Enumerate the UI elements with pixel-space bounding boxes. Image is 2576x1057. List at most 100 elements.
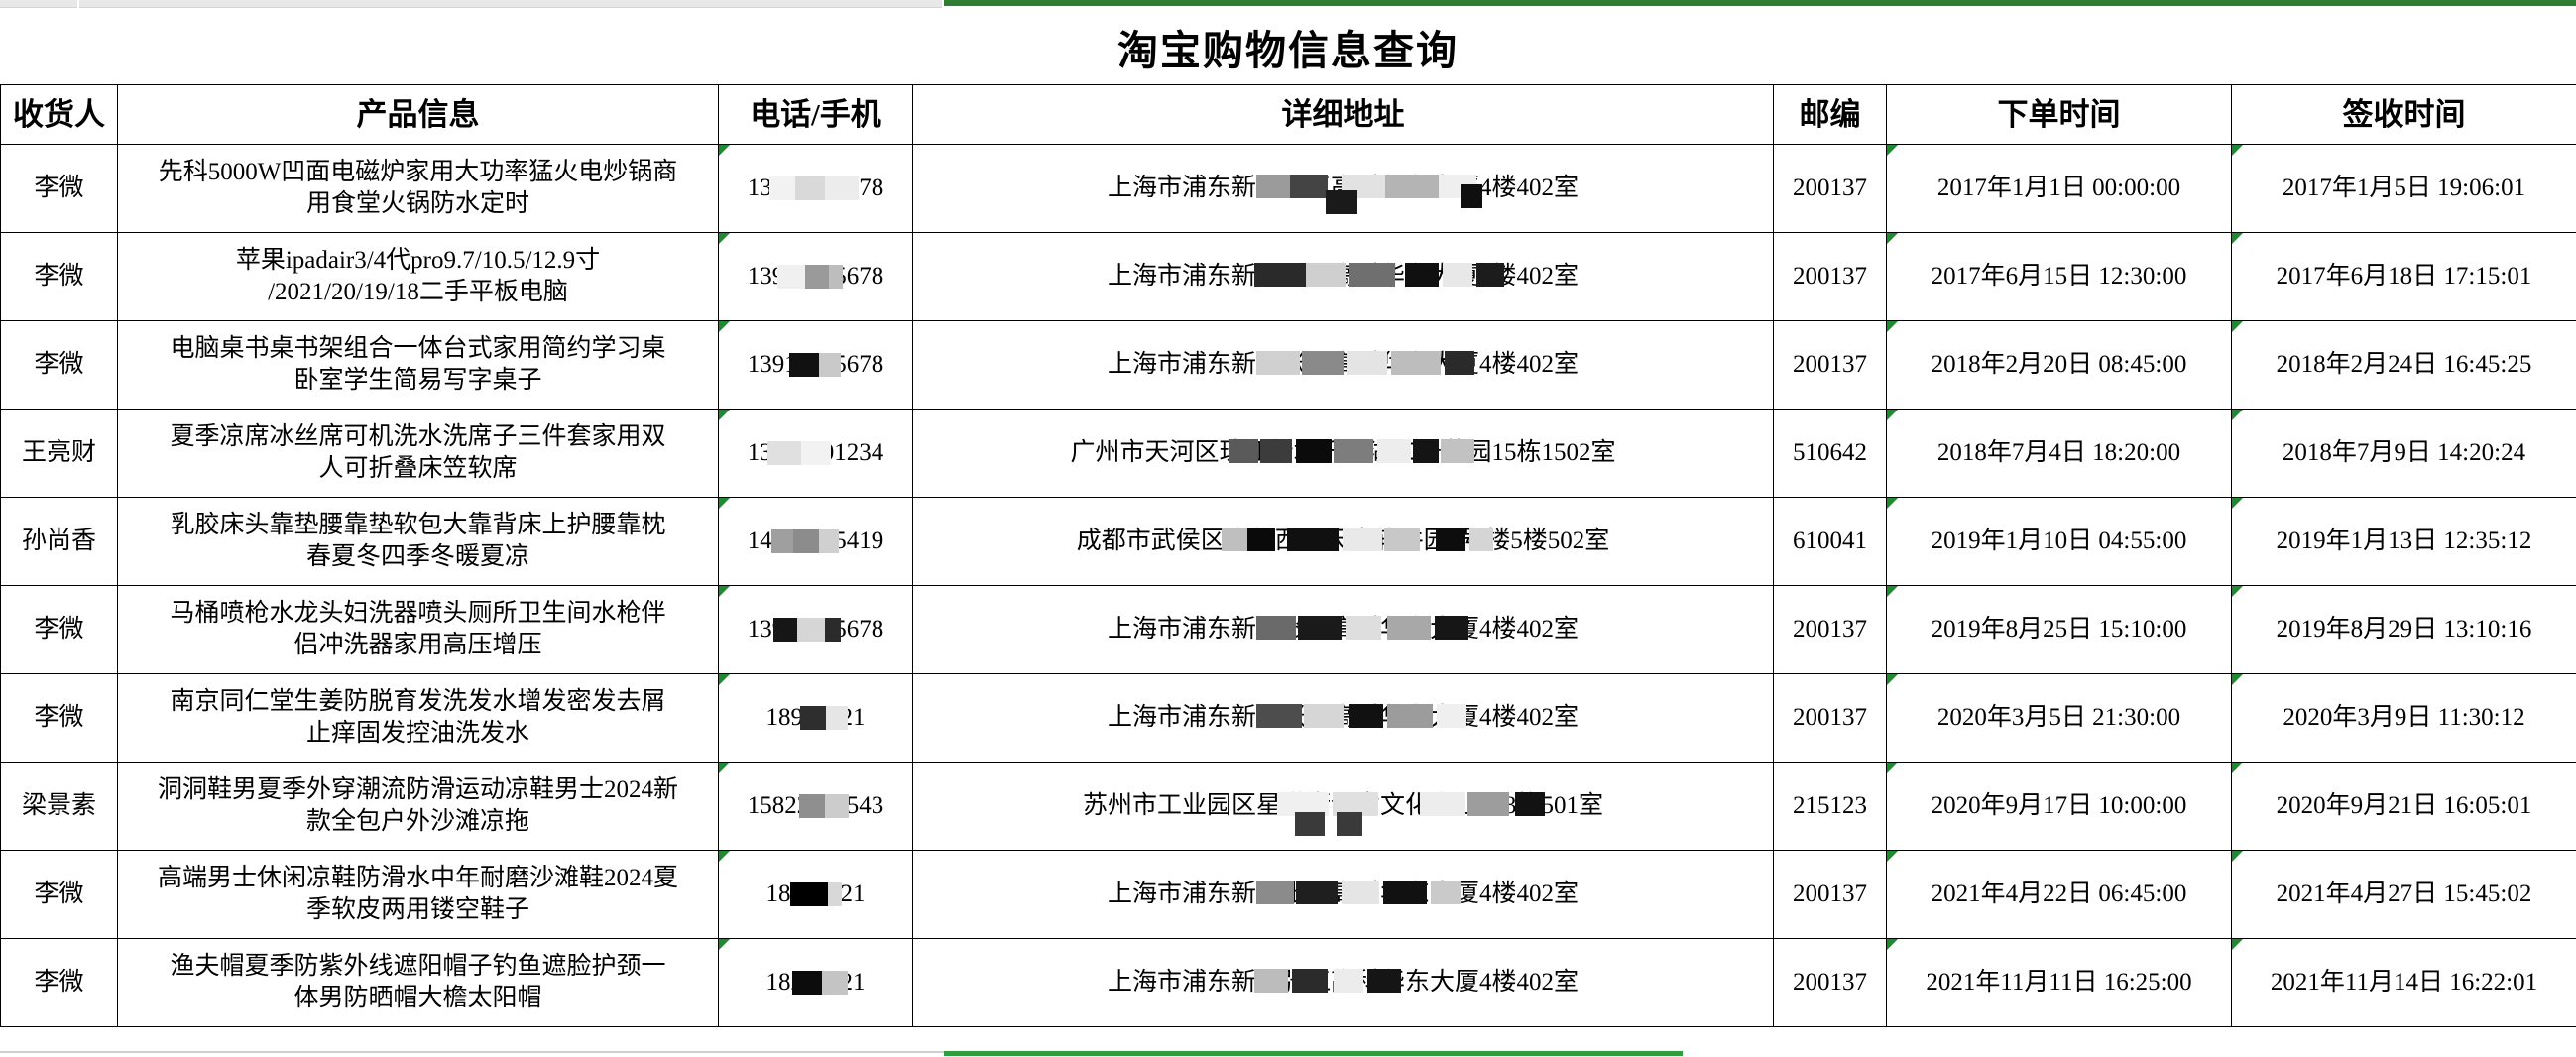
cell-zipcode[interactable]: 200137 xyxy=(1773,232,1887,321)
cell-phone[interactable]: 13912345678 xyxy=(718,320,913,410)
product-line-2: 体男防晒帽大檐太阳帽 xyxy=(293,985,542,1011)
cell-product-info[interactable]: 马桶喷枪水龙头妇洗器喷头厕所卫生间水枪伴 侣冲洗器家用高压增压 xyxy=(117,585,719,674)
cell-recipient-name[interactable]: 李微 xyxy=(0,673,118,763)
cell-phone[interactable]: 13800001234 xyxy=(718,409,913,498)
cell-receipt-time[interactable]: 2019年1月13日 12:35:12 xyxy=(2231,497,2576,586)
cell-product-info[interactable]: 苹果ipadair3/4代pro9.7/10.5/12.9寸/2021/20/1… xyxy=(117,232,719,321)
cell-recipient-name[interactable]: 李微 xyxy=(0,938,118,1027)
order-time-text: 2021年11月11日 16:25:00 xyxy=(1926,969,2192,996)
cell-receipt-time[interactable]: 2018年7月9日 14:20:24 xyxy=(2231,409,2576,498)
cell-recipient-name[interactable]: 王亮财 xyxy=(0,409,118,498)
cell-zipcode[interactable]: 200137 xyxy=(1773,144,1887,233)
product-line-2: /2021/20/19/18二手平板电脑 xyxy=(268,279,568,305)
column-header-order[interactable]: 下单时间 xyxy=(1886,84,2232,145)
cell-phone[interactable]: 13912345678 xyxy=(718,232,913,321)
cell-product-info[interactable]: 高端男士休闲凉鞋防滑水中年耐磨沙滩鞋2024夏 季软皮两用镂空鞋子 xyxy=(117,850,719,939)
cell-address[interactable]: 上海市浦东新区张江高科华东大厦4楼402室 xyxy=(912,850,1774,939)
cell-order-time[interactable]: 2018年2月20日 08:45:00 xyxy=(1886,320,2232,410)
cell-recipient-name[interactable]: 李微 xyxy=(0,850,118,939)
cell-recipient-name[interactable]: 李微 xyxy=(0,144,118,233)
cell-address[interactable]: 上海市浦东新区张江高科华东大厦4楼402室 xyxy=(912,673,1774,763)
column-header-address[interactable]: 详细地址 xyxy=(912,84,1774,145)
cell-order-time[interactable]: 2021年4月22日 06:45:00 xyxy=(1886,850,2232,939)
order-time-text: 2017年6月15日 12:30:00 xyxy=(1931,263,2187,290)
cell-receipt-time[interactable]: 2018年2月24日 16:45:25 xyxy=(2231,320,2576,410)
zipcode-text: 200137 xyxy=(1793,704,1867,731)
cell-zipcode[interactable]: 215123 xyxy=(1773,762,1887,851)
cell-zipcode[interactable]: 200137 xyxy=(1773,938,1887,1027)
phone-redacted: 13912345678 xyxy=(748,349,884,381)
cell-phone[interactable]: 13912345678 xyxy=(718,585,913,674)
cell-recipient-name[interactable]: 李微 xyxy=(0,232,118,321)
column-header-receipt[interactable]: 签收时间 xyxy=(2231,84,2576,145)
cell-address[interactable]: 广州市天河区珠江新城千灯湖二号花园15栋1502室 xyxy=(912,409,1774,498)
zipcode-text: 510642 xyxy=(1793,439,1867,466)
cell-order-time[interactable]: 2018年7月4日 18:20:00 xyxy=(1886,409,2232,498)
cell-phone[interactable]: 13912345678 xyxy=(718,144,913,233)
cell-order-time[interactable]: 2021年11月11日 16:25:00 xyxy=(1886,938,2232,1027)
cell-receipt-time[interactable]: 2017年1月5日 19:06:01 xyxy=(2231,144,2576,233)
cell-order-time[interactable]: 2019年8月25日 15:10:00 xyxy=(1886,585,2232,674)
cell-order-time[interactable]: 2020年9月17日 10:00:00 xyxy=(1886,762,2232,851)
cell-receipt-time[interactable]: 2019年8月29日 13:10:16 xyxy=(2231,585,2576,674)
cell-address[interactable]: 上海市浦东新区张江高科华东大厦4楼402室 xyxy=(912,585,1774,674)
cell-zipcode[interactable]: 200137 xyxy=(1773,673,1887,763)
cell-address[interactable]: 上海市浦东新区张江高科华东大厦4楼402室 xyxy=(912,320,1774,410)
cell-receipt-time[interactable]: 2017年6月18日 17:15:01 xyxy=(2231,232,2576,321)
cell-recipient-name[interactable]: 李微 xyxy=(0,585,118,674)
cell-phone[interactable]: 18254321 xyxy=(718,938,913,1027)
error-marker-icon xyxy=(719,763,730,773)
cell-product-info[interactable]: 南京同仁堂生姜防脱育发洗发水增发密发去屑 止痒固发控油洗发水 xyxy=(117,673,719,763)
cell-product-info[interactable]: 夏季凉席冰丝席可机洗水洗席子三件套家用双 人可折叠床笠软席 xyxy=(117,409,719,498)
cell-phone[interactable]: 15822334543 xyxy=(718,762,913,851)
cell-order-time[interactable]: 2019年1月10日 04:55:00 xyxy=(1886,497,2232,586)
cell-order-time[interactable]: 2017年6月15日 12:30:00 xyxy=(1886,232,2232,321)
cell-product-info[interactable]: 洞洞鞋男夏季外穿潮流防滑运动凉鞋男士2024新 款全包户外沙滩凉拖 xyxy=(117,762,719,851)
product-line-2: 卧室学生简易写字桌子 xyxy=(293,367,542,394)
cell-order-time[interactable]: 2020年3月5日 21:30:00 xyxy=(1886,673,2232,763)
cell-receipt-time[interactable]: 2021年4月27日 15:45:02 xyxy=(2231,850,2576,939)
cell-recipient-name[interactable]: 孙尚香 xyxy=(0,497,118,586)
cell-zipcode[interactable]: 510642 xyxy=(1773,409,1887,498)
recipient-name-text: 梁景素 xyxy=(21,792,96,819)
cell-receipt-time[interactable]: 2020年9月21日 16:05:01 xyxy=(2231,762,2576,851)
cell-product-info[interactable]: 先科5000W凹面电磁炉家用大功率猛火电炒锅商 用食堂火锅防水定时 xyxy=(117,144,719,233)
cell-address[interactable]: 苏州市工业园区星港街创意文化产业园3栋501室 xyxy=(912,762,1774,851)
receipt-time-text: 2017年6月18日 17:15:01 xyxy=(2276,263,2532,290)
cell-phone[interactable]: 18954321 xyxy=(718,673,913,763)
cell-product-info[interactable]: 渔夫帽夏季防紫外线遮阳帽子钓鱼遮脸护颈一 体男防晒帽大檐太阳帽 xyxy=(117,938,719,1027)
address-redacted: 上海市浦东新区张江高科华东大厦4楼402室 xyxy=(1108,879,1579,910)
cell-zipcode[interactable]: 610041 xyxy=(1773,497,1887,586)
frozen-pane-strip xyxy=(0,0,2576,9)
column-header-zip[interactable]: 邮编 xyxy=(1773,84,1887,145)
error-marker-icon xyxy=(2232,410,2243,420)
receipt-time-text: 2020年3月9日 11:30:12 xyxy=(2283,704,2525,731)
recipient-name-text: 李微 xyxy=(34,351,84,378)
column-header-name[interactable]: 收货人 xyxy=(0,84,118,145)
phone-redacted: 13912345678 xyxy=(748,173,884,204)
cell-phone[interactable]: 14700005419 xyxy=(718,497,913,586)
address-redacted: 上海市浦东新区张江高科华东大厦4楼402室 xyxy=(1108,261,1579,293)
cell-receipt-time[interactable]: 2021年11月14日 16:22:01 xyxy=(2231,938,2576,1027)
cell-address[interactable]: 上海市浦东新区张江高科华东大厦4楼402室 xyxy=(912,232,1774,321)
cell-recipient-name[interactable]: 梁景素 xyxy=(0,762,118,851)
selection-accent-top xyxy=(944,0,2576,6)
cell-recipient-name[interactable]: 李微 xyxy=(0,320,118,410)
column-header-product[interactable]: 产品信息 xyxy=(117,84,719,145)
cell-zipcode[interactable]: 200137 xyxy=(1773,585,1887,674)
column-header-artifact-a xyxy=(0,0,77,8)
phone-redacted: 14700005419 xyxy=(748,526,884,557)
cell-product-info[interactable]: 乳胶床头靠垫腰靠垫软包大靠背床上护腰靠枕 春夏冬四季冬暖夏凉 xyxy=(117,497,719,586)
cell-zipcode[interactable]: 200137 xyxy=(1773,850,1887,939)
cell-order-time[interactable]: 2017年1月1日 00:00:00 xyxy=(1886,144,2232,233)
cell-address[interactable]: 成都市武侯区高新西区天府软件园3号楼5楼502室 xyxy=(912,497,1774,586)
cell-phone[interactable]: 18054321 xyxy=(718,850,913,939)
cell-address[interactable]: 上海市浦东新区张江高科华东大厦4楼402室 xyxy=(912,144,1774,233)
cell-receipt-time[interactable]: 2020年3月9日 11:30:12 xyxy=(2231,673,2576,763)
cell-product-info[interactable]: 电脑桌书桌书架组合一体台式家用简约学习桌 卧室学生简易写字桌子 xyxy=(117,320,719,410)
table-row: 李微 高端男士休闲凉鞋防滑水中年耐磨沙滩鞋2024夏 季软皮两用镂空鞋子 180543… xyxy=(0,850,2576,939)
cell-address[interactable]: 上海市浦东新区张江高科华东大厦4楼402室 xyxy=(912,938,1774,1027)
column-header-phone[interactable]: 电话/手机 xyxy=(718,84,913,145)
address-text: 苏州市工业园区星港街创意文化产业园3栋501室 xyxy=(1082,792,1603,819)
cell-zipcode[interactable]: 200137 xyxy=(1773,320,1887,410)
